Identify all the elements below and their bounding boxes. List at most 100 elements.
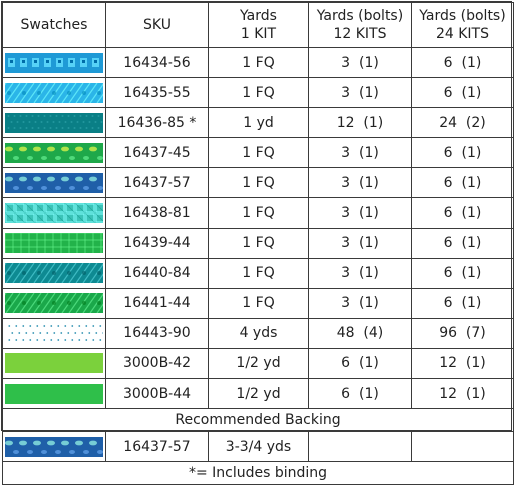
- header-yards-24-kits-line2: 24 KITS: [435, 26, 489, 42]
- header-yards-1-kit-line1: Yards: [240, 8, 277, 24]
- sku-cell: 16440-84: [105, 257, 209, 289]
- backing-heading-row: Recommended Backing: [2, 408, 514, 433]
- sku-cell: 16437-57: [105, 167, 209, 199]
- table-row: 3000B-44 1/2 yd 6 (1) 12 (1): [2, 378, 514, 410]
- yards-12-kits-cell: 6 (1): [308, 378, 412, 410]
- sku-cell: 16435-55: [105, 77, 209, 109]
- yards-1-kit-cell: 4 yds: [208, 317, 309, 349]
- yards-24-kits-cell: 24 (2): [411, 107, 514, 139]
- backing-yards-12-kits-cell: [308, 431, 412, 463]
- fabric-swatch: [5, 82, 103, 103]
- fabric-swatch: [5, 52, 103, 73]
- yards-24-kits-cell: 6 (1): [411, 227, 514, 259]
- table-row: 16441-44 1 FQ 3 (1) 6 (1): [2, 287, 514, 319]
- yards-12-kits-cell: 3 (1): [308, 257, 412, 289]
- yards-12-kits-cell: 3 (1): [308, 167, 412, 199]
- footnote: *= Includes binding: [2, 461, 514, 485]
- header-sku: SKU: [105, 2, 209, 48]
- yards-24-kits-cell: 6 (1): [411, 197, 514, 229]
- swatch-cell: [2, 378, 106, 410]
- fabric-swatch: [5, 263, 103, 284]
- fabric-swatch: [5, 233, 103, 254]
- sku-cell: 16439-44: [105, 227, 209, 259]
- yards-12-kits-cell: 6 (1): [308, 347, 412, 380]
- yards-24-kits-cell: 6 (1): [411, 77, 514, 109]
- yards-1-kit-cell: 1 FQ: [208, 287, 309, 319]
- table-row: 16440-84 1 FQ 3 (1) 6 (1): [2, 257, 514, 289]
- backing-sku-cell: 16437-57: [105, 431, 209, 463]
- sku-cell: 16436-85 *: [105, 107, 209, 139]
- yards-1-kit-cell: 1 FQ: [208, 77, 309, 109]
- header-swatches: Swatches: [2, 2, 106, 48]
- yards-24-kits-cell: 6 (1): [411, 287, 514, 319]
- backing-yards-24-kits-cell: [411, 431, 514, 463]
- sku-cell: 16443-90: [105, 317, 209, 349]
- backing-yards-cell: 3-3/4 yds: [208, 431, 309, 463]
- fabric-swatch: [5, 383, 103, 404]
- table-row: 16437-57 1 FQ 3 (1) 6 (1): [2, 167, 514, 199]
- yards-12-kits-cell: 3 (1): [308, 197, 412, 229]
- swatch-cell: [2, 431, 106, 463]
- yards-1-kit-cell: 1 FQ: [208, 257, 309, 289]
- swatch-cell: [2, 167, 106, 199]
- header-yards-12-kits-line1: Yards (bolts): [316, 8, 404, 24]
- recommended-backing-heading: Recommended Backing: [2, 408, 514, 433]
- header-yards-1-kit-line2: 1 KIT: [240, 26, 277, 42]
- swatch-cell: [2, 257, 106, 289]
- fabric-swatch: [5, 323, 103, 344]
- header-yards-1-kit: Yards 1 KIT: [208, 2, 309, 48]
- yards-1-kit-cell: 1 FQ: [208, 137, 309, 169]
- yards-24-kits-cell: 12 (1): [411, 347, 514, 380]
- header-yards-12-kits: Yards (bolts) 12 KITS: [308, 2, 412, 48]
- yards-12-kits-cell: 3 (1): [308, 137, 412, 169]
- yards-1-kit-cell: 1 FQ: [208, 227, 309, 259]
- table-row: 16436-85 * 1 yd 12 (1) 24 (2): [2, 107, 514, 139]
- yards-24-kits-cell: 6 (1): [411, 257, 514, 289]
- yards-12-kits-cell: 48 (4): [308, 317, 412, 349]
- swatch-cell: [2, 347, 106, 380]
- fabric-swatch: [5, 142, 103, 163]
- yards-1-kit-cell: 1 yd: [208, 107, 309, 139]
- fabric-swatch: [5, 112, 103, 133]
- sku-cell: 16434-56: [105, 46, 209, 79]
- footnote-row: *= Includes binding: [2, 461, 514, 485]
- fabric-swatch: [5, 203, 103, 224]
- header-yards-24-kits: Yards (bolts) 24 KITS: [411, 2, 514, 48]
- yards-12-kits-cell: 3 (1): [308, 77, 412, 109]
- yards-12-kits-cell: 3 (1): [308, 227, 412, 259]
- yards-24-kits-cell: 96 (7): [411, 317, 514, 349]
- header-yards-12-kits-line2: 12 KITS: [333, 26, 387, 42]
- table-row: 3000B-42 1/2 yd 6 (1) 12 (1): [2, 347, 514, 380]
- yards-1-kit-cell: 1/2 yd: [208, 378, 309, 410]
- yards-24-kits-cell: 12 (1): [411, 378, 514, 410]
- backing-row: 16437-57 3-3/4 yds: [2, 431, 514, 463]
- swatch-cell: [2, 287, 106, 319]
- yards-12-kits-cell: 3 (1): [308, 46, 412, 79]
- yards-12-kits-cell: 12 (1): [308, 107, 412, 139]
- yards-1-kit-cell: 1 FQ: [208, 197, 309, 229]
- sku-cell: 16437-45: [105, 137, 209, 169]
- backing-swatch: [5, 436, 103, 457]
- yards-24-kits-cell: 6 (1): [411, 46, 514, 79]
- yards-1-kit-cell: 1 FQ: [208, 46, 309, 79]
- swatch-cell: [2, 77, 106, 109]
- yards-24-kits-cell: 6 (1): [411, 137, 514, 169]
- header-row: Swatches SKU Yards 1 KIT Yards (bolts) 1…: [2, 2, 514, 48]
- swatch-cell: [2, 317, 106, 349]
- swatch-cell: [2, 137, 106, 169]
- sku-cell: 3000B-44: [105, 378, 209, 410]
- table-row: 16439-44 1 FQ 3 (1) 6 (1): [2, 227, 514, 259]
- header-yards-24-kits-line1: Yards (bolts): [419, 8, 506, 24]
- table-row: 16435-55 1 FQ 3 (1) 6 (1): [2, 77, 514, 109]
- table-row: 16437-45 1 FQ 3 (1) 6 (1): [2, 137, 514, 169]
- table-row: 16443-90 4 yds 48 (4) 96 (7): [2, 317, 514, 349]
- fabric-swatch: [5, 293, 103, 314]
- yards-1-kit-cell: 1 FQ: [208, 167, 309, 199]
- swatch-cell: [2, 197, 106, 229]
- sku-cell: 16438-81: [105, 197, 209, 229]
- yards-1-kit-cell: 1/2 yd: [208, 347, 309, 380]
- swatch-cell: [2, 227, 106, 259]
- fabric-swatch: [5, 172, 103, 193]
